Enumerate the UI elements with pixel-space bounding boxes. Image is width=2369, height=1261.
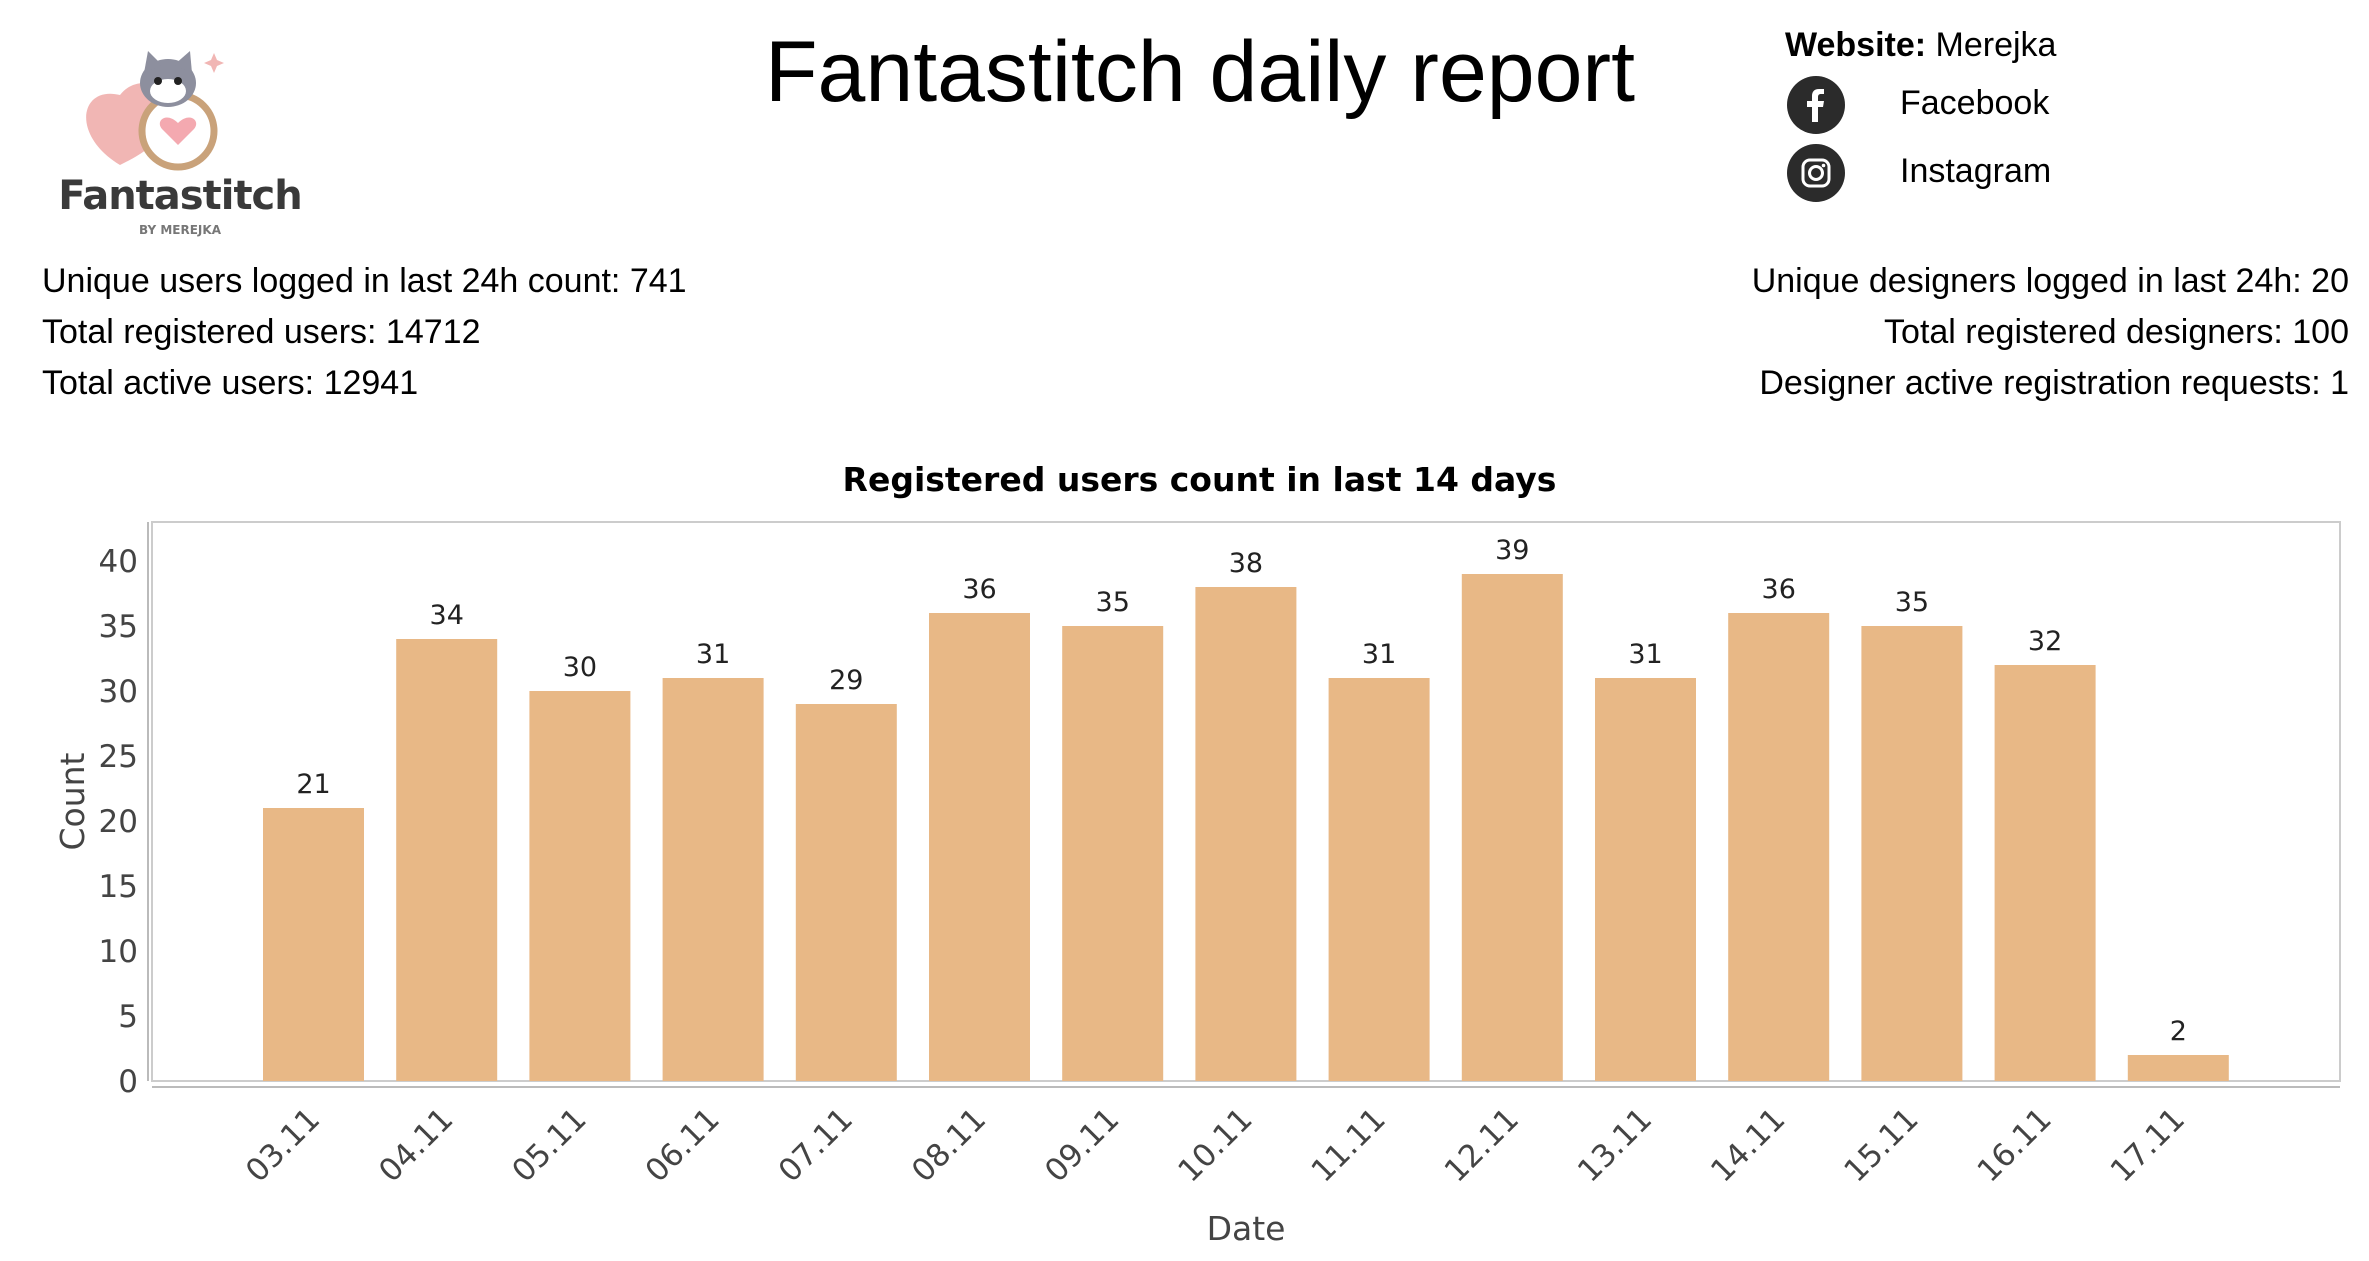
x-tick-label: 14.11: [1704, 1101, 1792, 1189]
data-label: 35: [1096, 587, 1130, 618]
bar: [1062, 626, 1164, 1081]
stat-total-active-users: Total active users: 12941: [42, 364, 419, 402]
data-label: 29: [829, 665, 863, 696]
y-tick-label: 40: [99, 544, 138, 580]
stat-total-registered-designers: Total registered designers: 100: [1884, 313, 2349, 351]
instagram-icon: [1787, 144, 1845, 202]
y-tick-label: 30: [99, 674, 138, 710]
y-tick-label: 5: [118, 999, 138, 1035]
y-axis-label: Count: [53, 752, 92, 850]
x-tick-label: 09.11: [1038, 1101, 1126, 1189]
website-label: Website:: [1785, 26, 1927, 64]
facebook-icon: [1787, 76, 1845, 134]
instagram-label: Instagram: [1900, 152, 2052, 190]
x-axis-label: Date: [1207, 1209, 1286, 1248]
bar: [1328, 678, 1430, 1081]
y-tick-label: 25: [99, 739, 138, 775]
data-label: 34: [430, 600, 464, 631]
instagram-link[interactable]: Instagram: [1785, 138, 2305, 206]
data-label: 36: [962, 574, 996, 605]
x-tick-label: 11.11: [1305, 1101, 1393, 1189]
chart-title: Registered users count in last 14 days: [842, 460, 1557, 499]
data-label: 39: [1495, 535, 1529, 566]
data-label: 30: [563, 652, 597, 683]
bar: [1994, 665, 2096, 1081]
y-tick-label: 20: [99, 804, 138, 840]
logo-subtext: BY MEREJKA: [139, 223, 221, 237]
website-link[interactable]: Website: Merejka: [1785, 20, 2305, 70]
data-label: 35: [1895, 587, 1929, 618]
fantastitch-logo: Fantastitch BY MEREJKA: [50, 45, 330, 245]
user-stats: Unique users logged in last 24h count: 7…: [42, 256, 687, 409]
data-label: 2: [2170, 1016, 2187, 1047]
facebook-label: Facebook: [1900, 84, 2050, 122]
x-tick-label: 06.11: [639, 1101, 727, 1189]
stat-total-registered-users: Total registered users: 14712: [42, 313, 481, 351]
data-label: 32: [2028, 626, 2062, 657]
x-tick-label: 07.11: [772, 1101, 860, 1189]
logo-text: Fantastitch: [58, 173, 303, 219]
cat-hoop-icon: [86, 51, 224, 171]
links-panel: Website: Merejka Facebook Instagram: [1785, 20, 2305, 206]
stat-designer-requests: Designer active registration requests: 1: [1759, 364, 2349, 402]
x-tick-label: 04.11: [372, 1101, 460, 1189]
designer-stats: Unique designers logged in last 24h: 20 …: [1752, 256, 2349, 409]
y-tick-label: 10: [99, 934, 138, 970]
y-tick-label: 0: [118, 1064, 138, 1100]
bar: [929, 613, 1030, 1081]
facebook-link[interactable]: Facebook: [1785, 70, 2305, 138]
stat-unique-users: Unique users logged in last 24h count: 7…: [42, 262, 687, 300]
x-tick-label: 16.11: [1971, 1101, 2059, 1189]
data-label: 36: [1762, 574, 1796, 605]
data-label: 31: [1628, 639, 1662, 670]
bar: [1728, 613, 1830, 1081]
bar: [1861, 626, 1963, 1081]
bar: [263, 808, 364, 1081]
data-label: 38: [1229, 548, 1263, 579]
data-label: 21: [296, 769, 330, 800]
bar: [795, 704, 897, 1081]
x-tick-label: 10.11: [1171, 1101, 1259, 1189]
bar: [529, 691, 631, 1081]
y-tick-label: 35: [99, 609, 138, 645]
x-tick-label: 12.11: [1438, 1101, 1526, 1189]
x-tick-label: 05.11: [505, 1101, 593, 1189]
data-label: 31: [1362, 639, 1396, 670]
bar: [1595, 678, 1696, 1081]
bar: [2127, 1055, 2229, 1081]
x-tick-label: 17.11: [2104, 1101, 2192, 1189]
data-label: 31: [696, 639, 730, 670]
y-tick-label: 15: [99, 869, 138, 905]
bar: [1461, 574, 1563, 1081]
bar: [1195, 587, 1297, 1081]
stat-unique-designers: Unique designers logged in last 24h: 20: [1751, 262, 2349, 300]
x-tick-label: 03.11: [239, 1101, 327, 1189]
website-value: Merejka: [1935, 26, 2057, 64]
page-title: Fantastitch daily report: [765, 24, 1635, 120]
x-tick-label: 08.11: [905, 1101, 993, 1189]
bar: [662, 678, 764, 1081]
bar: [396, 639, 498, 1081]
x-tick-label: 13.11: [1571, 1101, 1659, 1189]
x-tick-label: 15.11: [1837, 1101, 1925, 1189]
